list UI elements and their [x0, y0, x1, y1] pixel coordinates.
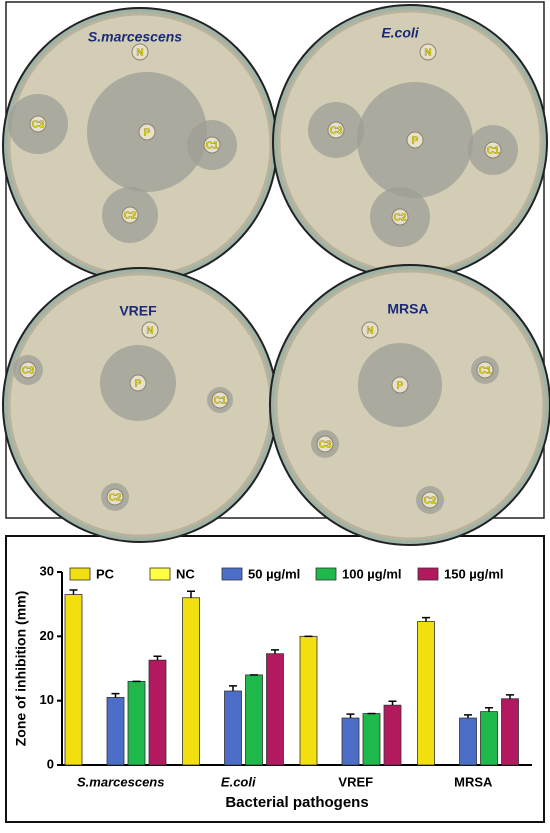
disc: [129, 374, 147, 392]
disc-label: P: [144, 128, 151, 139]
disc: [327, 121, 345, 139]
error-bar: [346, 713, 355, 719]
disc: [406, 131, 424, 149]
disc: [391, 208, 409, 226]
y-axis-label: Zone of inhibition (mm): [13, 591, 29, 747]
y-tick-label: 0: [47, 756, 54, 771]
disc-label: C3: [32, 120, 45, 131]
bar: [148, 659, 167, 766]
disc: [484, 141, 502, 159]
plate-title: MRSA: [387, 301, 428, 317]
plate-title: VREF: [119, 303, 157, 319]
disc-label: C2: [424, 496, 437, 507]
legend-swatch: [221, 567, 243, 581]
legend-swatch: [315, 567, 337, 581]
bar: [362, 713, 381, 766]
plate-title: S.marcescens: [88, 29, 182, 45]
error-bar: [271, 649, 279, 654]
disc-label: C1: [479, 366, 492, 377]
disc: [419, 43, 437, 61]
error-bar: [153, 655, 162, 661]
disc-label: N: [146, 326, 153, 337]
x-tick-label: MRSA: [454, 774, 493, 789]
error-bar: [422, 616, 430, 622]
error-bar: [388, 700, 397, 706]
disc: [131, 43, 149, 61]
disc-label: C3: [22, 366, 35, 377]
disc-label: C1: [206, 141, 219, 152]
bar: [266, 653, 284, 766]
x-tick-label: E.coli: [221, 774, 256, 789]
disc-label: N: [424, 48, 431, 59]
bar: [299, 635, 318, 766]
disc: [19, 361, 37, 379]
y-tick-label: 30: [40, 563, 54, 578]
disc-label: N: [136, 48, 143, 59]
error-bar: [69, 589, 78, 595]
disc-label: C1: [214, 396, 227, 407]
bar: [224, 690, 242, 766]
disc: [29, 115, 47, 133]
disc: [138, 123, 156, 141]
bar: [182, 597, 200, 766]
bar: [341, 717, 360, 766]
disc-label: C2: [109, 493, 122, 504]
disc: [211, 391, 229, 409]
disc: [106, 488, 124, 506]
bar: [417, 621, 435, 766]
disc: [121, 206, 139, 224]
disc-label: P: [397, 381, 404, 392]
disc: [203, 136, 221, 154]
error-bar: [464, 714, 472, 719]
disc-label: N: [366, 326, 373, 337]
bar: [245, 674, 263, 766]
disc-label: P: [412, 136, 419, 147]
disc-label: P: [135, 379, 142, 390]
disc-label: C2: [394, 213, 407, 224]
x-tick-label: S.marcescens: [77, 774, 164, 789]
bar: [127, 680, 146, 766]
disc: [316, 435, 334, 453]
plate-title: E.coli: [381, 25, 419, 41]
disc: [421, 491, 439, 509]
disc: [141, 321, 159, 339]
disc: [361, 321, 379, 339]
disc-label: C3: [330, 126, 343, 137]
y-tick-label: 20: [40, 628, 54, 643]
disc-label: C1: [487, 146, 500, 157]
error-bar: [111, 692, 120, 698]
bar: [480, 711, 498, 766]
legend-swatch: [149, 567, 171, 581]
disc: [476, 361, 494, 379]
bar: [64, 594, 83, 766]
legend-label: PC: [96, 566, 115, 581]
bar: [459, 717, 477, 766]
error-bar: [187, 590, 195, 598]
legend-label: 100 µg/ml: [342, 566, 402, 581]
disc: [391, 376, 409, 394]
legend-swatch: [417, 567, 439, 581]
error-bar: [506, 694, 514, 699]
x-axis-label: Bacterial pathogens: [225, 794, 368, 811]
y-tick-label: 10: [40, 692, 54, 707]
disc-label: C3: [319, 440, 332, 451]
bar: [383, 704, 402, 766]
x-tick-label: VREF: [338, 774, 373, 789]
error-bar: [229, 685, 237, 692]
bar: [106, 697, 125, 766]
legend-label: 150 µg/ml: [444, 566, 504, 581]
error-bar: [485, 706, 493, 712]
legend-swatch: [69, 567, 91, 581]
disc-label: C2: [124, 211, 137, 222]
bar: [501, 698, 519, 766]
legend-label: NC: [176, 566, 195, 581]
legend-label: 50 µg/ml: [248, 566, 300, 581]
